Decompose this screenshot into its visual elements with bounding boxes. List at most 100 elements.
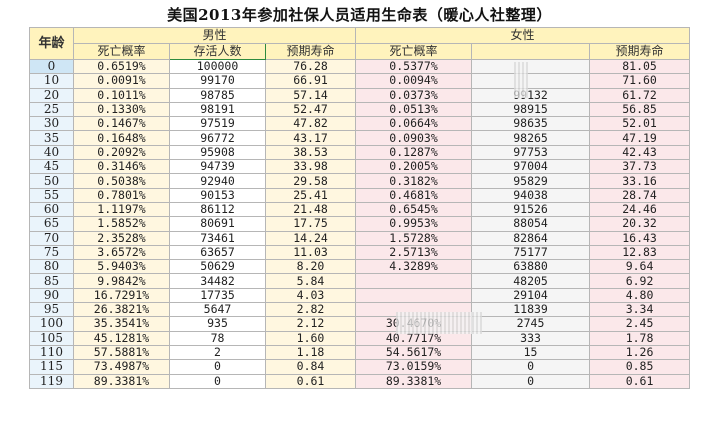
table-row: 60 1.1197% 86112 21.48 0.6545% 91526 24.46 — [29, 201, 691, 218]
cell-male-life-expectancy: 1.18 — [264, 344, 357, 361]
cell-female-life-expectancy: 3.34 — [589, 302, 691, 318]
cell-male-death-rate: 0.1467% — [73, 116, 170, 132]
cell-age: 85 — [29, 273, 74, 289]
cell-female-life-expectancy: 52.01 — [589, 116, 691, 132]
cell-female-life-expectancy: 71.60 — [589, 73, 691, 89]
table-row: 0 0.6519% 100000 76.28 0.5377% 81.05 — [29, 58, 691, 75]
cell-female-life-expectancy: 4.80 — [589, 287, 691, 304]
cell-female-survivors: 0 — [471, 359, 591, 375]
cell-male-survivors: 97519 — [169, 116, 266, 132]
cell-male-survivors: 0 — [169, 373, 266, 389]
header-female-group: 女性 — [355, 27, 691, 44]
cell-female-death-rate: 0.3182% — [355, 173, 473, 189]
cell-male-survivors: 0 — [169, 359, 266, 375]
cell-female-survivors: 88054 — [471, 216, 591, 232]
table-row: 70 2.3528% 73461 14.24 1.5728% 82864 16.43 — [29, 230, 691, 246]
cell-female-survivors: 0 — [471, 373, 591, 389]
cell-male-life-expectancy: 33.98 — [264, 159, 357, 175]
cell-female-survivors: 94038 — [471, 187, 591, 203]
cell-female-life-expectancy: 12.83 — [589, 244, 691, 261]
cell-female-survivors: 11839 — [471, 302, 591, 318]
cell-female-life-expectancy: 6.92 — [589, 273, 691, 289]
cell-male-survivors: 98191 — [169, 101, 266, 118]
cell-male-death-rate: 89.3381% — [73, 373, 170, 389]
table-row: 75 3.6572% 63657 11.03 2.5713% 75177 12.83 — [29, 244, 691, 261]
cell-age: 35 — [29, 130, 74, 146]
cell-age: 40 — [29, 144, 74, 161]
cell-female-survivors: 95829 — [471, 173, 591, 189]
cell-female-death-rate: 0.9953% — [355, 216, 473, 232]
cell-male-survivors: 86112 — [169, 201, 266, 218]
header-female-death-rate: 死亡概率 — [355, 43, 473, 60]
cell-male-survivors: 96772 — [169, 130, 266, 146]
cell-male-death-rate: 0.6519% — [73, 58, 170, 75]
table-row: 115 73.4987% 0 0.84 73.0159% 0 0.85 — [29, 359, 691, 375]
table-row: 85 9.9842% 34482 5.84 48205 6.92 — [29, 273, 691, 289]
cell-male-death-rate: 57.5881% — [73, 344, 170, 361]
table-row: 65 1.5852% 80691 17.75 0.9953% 88054 20.32 — [29, 216, 691, 232]
cell-female-survivors: 48205 — [471, 273, 591, 289]
cell-age: 115 — [29, 359, 74, 375]
life-table: 年龄 男性 女性 死亡概率 存活人数 预期寿命 死亡概率 预期寿命 0 0.651… — [29, 27, 691, 389]
cell-female-life-expectancy: 47.19 — [589, 130, 691, 146]
table-row: 40 0.2092% 95908 38.53 0.1287% 97753 42.43 — [29, 144, 691, 161]
table-row: 25 0.1330% 98191 52.47 0.0513% 98915 56.85 — [29, 101, 691, 118]
cell-male-death-rate: 1.1197% — [73, 201, 170, 218]
cell-male-life-expectancy: 1.60 — [264, 330, 357, 346]
table-title: 美国2013年参加社保人员适用生命表（暖心人社整理） — [167, 6, 552, 24]
cell-female-death-rate: 0.0664% — [355, 116, 473, 132]
cell-age: 20 — [29, 87, 74, 103]
cell-female-death-rate: 1.5728% — [355, 230, 473, 246]
cell-male-survivors: 99170 — [169, 73, 266, 89]
cell-male-death-rate: 1.5852% — [73, 216, 170, 232]
cell-age: 60 — [29, 201, 74, 218]
cell-male-death-rate: 0.1648% — [73, 130, 170, 146]
cell-age: 90 — [29, 287, 74, 304]
cell-male-life-expectancy: 43.17 — [264, 130, 357, 146]
cell-female-survivors: 15 — [471, 344, 591, 361]
cell-male-death-rate: 0.5038% — [73, 173, 170, 189]
cell-age: 70 — [29, 230, 74, 246]
cell-male-death-rate: 0.0091% — [73, 73, 170, 89]
cell-male-life-expectancy: 66.91 — [264, 73, 357, 89]
cell-female-life-expectancy: 0.85 — [589, 359, 691, 375]
cell-male-survivors: 94739 — [169, 159, 266, 175]
table-row: 55 0.7801% 90153 25.41 0.4681% 94038 28.74 — [29, 187, 691, 203]
cell-age: 80 — [29, 259, 74, 275]
cell-female-life-expectancy: 20.32 — [589, 216, 691, 232]
cell-female-survivors: 63880 — [471, 259, 591, 275]
cell-female-life-expectancy: 24.46 — [589, 201, 691, 218]
cell-male-survivors: 2 — [169, 344, 266, 361]
cell-male-life-expectancy: 4.03 — [264, 287, 357, 304]
header-male-group: 男性 — [72, 27, 357, 44]
redaction-mark — [514, 62, 528, 98]
cell-male-survivors: 90153 — [169, 187, 266, 203]
cell-male-life-expectancy: 2.82 — [264, 302, 357, 318]
cell-male-survivors: 17735 — [169, 287, 266, 304]
cell-male-life-expectancy: 8.20 — [264, 259, 357, 275]
cell-female-life-expectancy: 33.16 — [589, 173, 691, 189]
cell-male-survivors: 98785 — [169, 87, 266, 103]
cell-age: 10 — [29, 73, 74, 89]
cell-female-death-rate — [355, 287, 473, 304]
cell-age: 30 — [29, 116, 74, 132]
cell-male-death-rate: 2.3528% — [73, 230, 170, 246]
cell-female-life-expectancy: 81.05 — [589, 58, 691, 75]
header-male-survivors: 存活人数 — [169, 43, 266, 60]
cell-age: 110 — [29, 344, 74, 361]
cell-male-death-rate: 0.2092% — [73, 144, 170, 161]
cell-male-life-expectancy: 38.53 — [264, 144, 357, 161]
header-row-groups: 年龄 男性 女性 — [29, 27, 691, 60]
cell-female-death-rate: 2.5713% — [355, 244, 473, 261]
cell-female-life-expectancy: 1.26 — [589, 344, 691, 361]
cell-male-survivors: 100000 — [169, 58, 266, 75]
life-table-body: 0 0.6519% 100000 76.28 0.5377% 81.05 10 0.0091%… — [29, 58, 691, 389]
cell-male-death-rate: 0.1330% — [73, 101, 170, 118]
cell-female-survivors: 98635 — [471, 116, 591, 132]
cell-female-survivors: 97004 — [471, 159, 591, 175]
cell-female-life-expectancy: 28.74 — [589, 187, 691, 203]
table-row: 10 0.0091% 99170 66.91 0.0094% 71.60 — [29, 73, 691, 89]
cell-female-death-rate: 0.0513% — [355, 101, 473, 118]
cell-female-death-rate: 0.5377% — [355, 58, 473, 75]
